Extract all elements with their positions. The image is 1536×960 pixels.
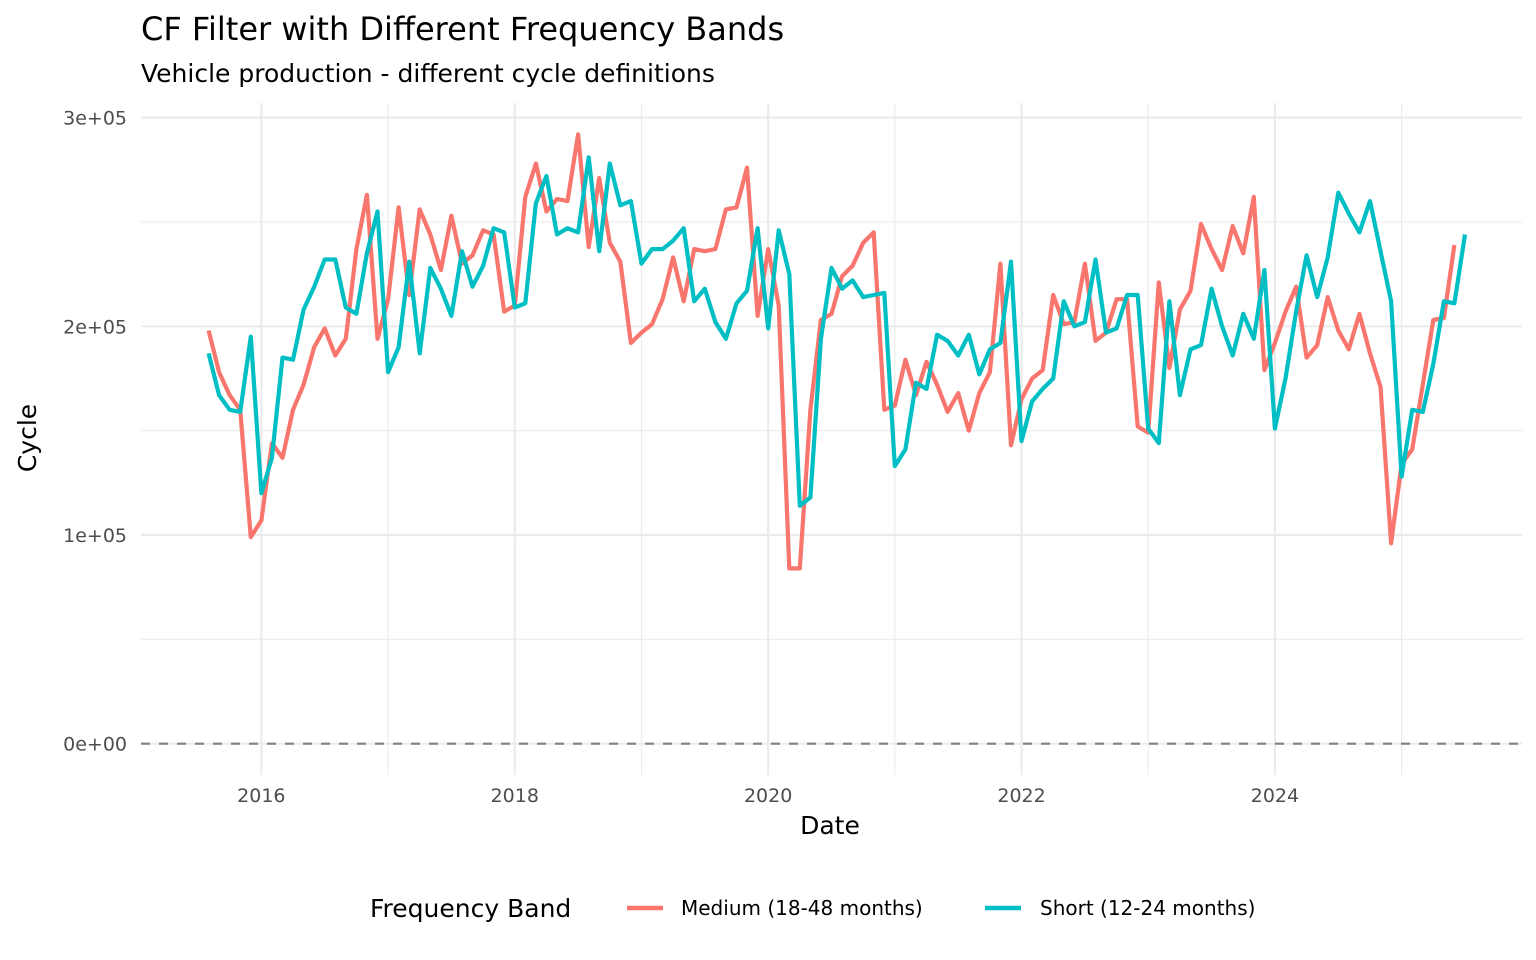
- chart-subtitle: Vehicle production - different cycle def…: [141, 59, 715, 88]
- series-line-short: [206, 155, 1468, 508]
- x-tick-label: 2016: [237, 785, 285, 807]
- y-tick-label: 2e+05: [63, 316, 127, 338]
- legend-label-short: Short (12-24 months): [1040, 896, 1255, 920]
- legend-item-short[interactable]: Short (12-24 months): [985, 896, 1255, 920]
- series-layer: [206, 132, 1468, 571]
- x-tick-label: 2024: [1251, 785, 1299, 807]
- x-axis-ticks: 2016 2018 2020 2022 2024: [237, 785, 1299, 807]
- y-tick-label: 1e+05: [63, 525, 127, 547]
- y-axis-title: Cycle: [13, 404, 42, 472]
- y-axis-ticks: 0e+00 1e+05 2e+05 3e+05: [63, 108, 127, 756]
- series-line-medium: [206, 132, 1457, 571]
- y-tick-label: 0e+00: [63, 734, 127, 756]
- legend-item-medium[interactable]: Medium (18-48 months): [627, 896, 923, 920]
- legend-title: Frequency Band: [370, 894, 571, 923]
- chart-title: CF Filter with Different Frequency Bands: [141, 10, 784, 48]
- major-gridlines: [141, 103, 1522, 775]
- legend: Frequency Band Medium (18-48 months) Sho…: [370, 894, 1255, 923]
- x-axis-title: Date: [800, 811, 860, 840]
- x-tick-label: 2018: [491, 785, 539, 807]
- minor-gridlines: [141, 103, 1522, 775]
- x-tick-label: 2020: [744, 785, 792, 807]
- x-tick-label: 2022: [997, 785, 1045, 807]
- legend-label-medium: Medium (18-48 months): [681, 896, 923, 920]
- y-tick-label: 3e+05: [63, 108, 127, 130]
